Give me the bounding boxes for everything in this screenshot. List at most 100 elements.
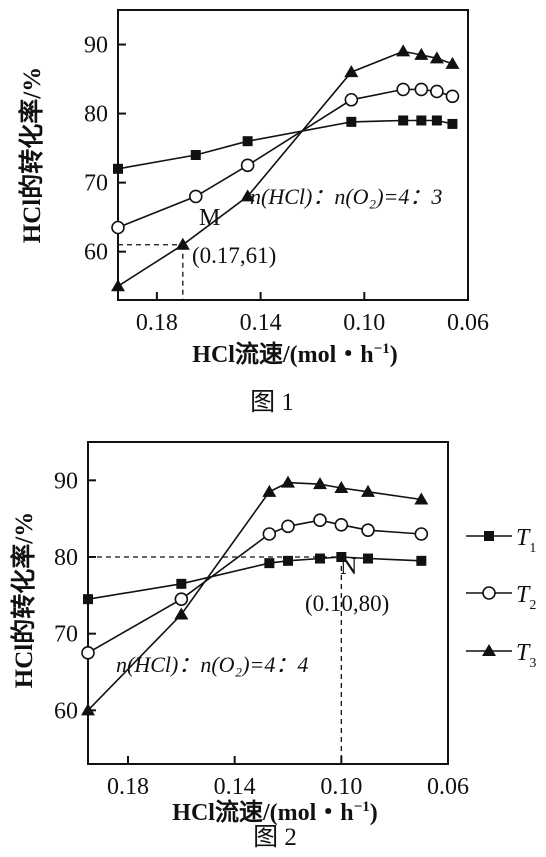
chart-2-series-t3-point-7 <box>414 492 429 505</box>
chart-1-series-t3-point-4 <box>396 44 411 57</box>
chart-2-y-tick-label-1: 70 <box>54 622 78 648</box>
chart-1-point-label: M <box>199 205 220 231</box>
chart-1-tick-labels: 0.18 0.14 0.10 0.06 60 70 80 90 <box>84 33 489 336</box>
chart-2-series-markers <box>81 475 429 716</box>
chart-2-series-t2-point-7 <box>414 527 429 541</box>
chart-1-series-t3-point-7 <box>445 56 460 69</box>
chart-2-series-t2-line <box>87 519 422 654</box>
chart-1-y-tick-label-2: 80 <box>84 102 108 128</box>
legend-t3-label-main: T <box>516 640 531 666</box>
chart-2-x-axis-label-end: ) <box>370 800 378 826</box>
chart-1-series-t1-point-6 <box>431 115 442 126</box>
chart-1-y-tick-label-1: 70 <box>84 171 108 197</box>
chart-1-y-tick-label-3: 90 <box>84 33 108 59</box>
chart-1-series-t2-point-5 <box>414 82 429 97</box>
chart-1-point-coord: (0.17,61) <box>192 243 276 268</box>
chart-2-caption: 图 2 <box>253 824 297 851</box>
chart-1-series-t3-point-6 <box>429 51 444 64</box>
chart-2-ratio-label: n(HCl)：n(O₂)=4：4 <box>116 652 308 677</box>
chart-1-series-t1-line <box>117 119 453 170</box>
chart-1-series-t1-point-7 <box>447 118 458 129</box>
chart-2-series-t1-point-6 <box>363 553 373 564</box>
chart-1-series-t2-point-2 <box>240 158 255 173</box>
chart-2-point-coord: (0.10,80) <box>305 591 389 616</box>
chart-2: 0.18 0.14 0.10 0.06 60 70 80 90 n(HCl)：n(O₂)=4：… <box>9 441 469 851</box>
legend-t3-label-sub: 3 <box>529 656 536 671</box>
chart-2-series-t3-point-3 <box>281 475 295 488</box>
chart-2-series-t2-point-4 <box>313 513 327 528</box>
legend-t1-label: T1 <box>516 525 536 556</box>
legend-item-t1: T1 <box>466 525 536 556</box>
chart-2-x-tick-label-0: 0.18 <box>107 774 149 800</box>
legend: T1 T2 T3 <box>466 525 536 671</box>
chart-2-series-t2-point-0 <box>81 646 95 660</box>
chart-2-x-tick-label-1: 0.14 <box>214 774 256 800</box>
chart-2-series-t3-point-1 <box>174 607 189 620</box>
chart-2-x-tick-label-2: 0.10 <box>320 774 362 800</box>
chart-1-series-t1-point-1 <box>190 150 201 160</box>
chart-2-guide-lines <box>88 556 342 764</box>
legend-t2-label-sub: 2 <box>529 598 536 613</box>
legend-t1-marker <box>484 531 494 541</box>
chart-2-series-t3-point-2 <box>262 484 277 497</box>
chart-2-tick-labels: 0.18 0.14 0.10 0.06 60 70 80 90 <box>54 468 469 800</box>
chart-2-y-axis-label: HCl的转化率/% <box>9 512 38 688</box>
chart-2-series-t2-point-6 <box>361 523 375 537</box>
chart-1-guide-lines <box>118 244 184 300</box>
chart-2-series-t3-point-5 <box>334 481 349 493</box>
chart-1-series-t2-point-3 <box>344 92 359 107</box>
chart-1-series-t1-point-2 <box>242 136 253 147</box>
chart-1-plot-frame <box>117 9 469 301</box>
legend-t1-label-main: T <box>516 525 531 551</box>
legend-t1-label-sub: 1 <box>529 541 536 556</box>
chart-1: 0.18 0.14 0.10 0.06 60 70 80 90 n(HCl)：n(O₂)=4：… <box>17 9 489 416</box>
chart-1-series-markers <box>111 44 460 292</box>
chart-2-x-tick-label-3: 0.06 <box>427 774 469 800</box>
chart-2-x-axis-label-main: HCl流速/(mol・h <box>172 799 353 826</box>
legend-item-t2: T2 <box>466 582 536 613</box>
chart-2-series-t1-point-4 <box>315 553 325 564</box>
chart-1-series-t1-point-5 <box>416 115 427 126</box>
chart-1-x-tick-label-3: 0.06 <box>447 310 489 336</box>
chart-1-x-tick-label-2: 0.10 <box>343 310 385 336</box>
chart-1-series-t2-point-7 <box>445 89 460 104</box>
legend-t2-marker <box>482 586 496 600</box>
chart-1-series-t3-point-3 <box>344 65 359 78</box>
chart-1-y-tick-label-0: 60 <box>84 240 108 266</box>
chart-2-series-t1-point-7 <box>416 555 427 566</box>
chart-1-series-t3-point-2 <box>240 189 255 202</box>
chart-2-series-t1-point-0 <box>83 594 93 605</box>
chart-1-series-t1-point-0 <box>113 163 123 174</box>
chart-1-series-t3-point-0 <box>111 279 125 292</box>
chart-1-caption: 图 1 <box>250 389 294 416</box>
chart-2-series-t2-point-5 <box>334 517 349 532</box>
chart-2-series-t2-point-2 <box>262 527 277 541</box>
chart-2-y-tick-label-2: 80 <box>54 545 78 571</box>
chart-1-x-axis-label-main: HCl流速/(mol・h <box>192 341 373 368</box>
chart-2-x-axis-label: HCl流速/(mol・h−1) <box>172 799 377 826</box>
chart-1-x-axis-label-end: ) <box>390 342 398 368</box>
chart-1-ticks <box>118 43 469 300</box>
chart-2-point-label: N <box>340 554 357 580</box>
chart-2-series-t2-point-3 <box>281 519 295 534</box>
chart-1-ratio-label: n(HCl)：n(O₂)=4：3 <box>250 184 442 209</box>
chart-1-x-tick-label-0: 0.18 <box>136 310 178 336</box>
chart-1-x-axis-label-sup: −1 <box>374 341 390 357</box>
legend-t2-label-main: T <box>516 582 531 608</box>
legend-t3-label: T3 <box>516 640 536 671</box>
legend-item-t3: T3 <box>466 640 536 671</box>
chart-1-series-t3-point-5 <box>414 47 429 60</box>
chart-1-series-t2-point-0 <box>111 220 125 235</box>
chart-2-series-t1-point-2 <box>264 558 275 569</box>
chart-2-series-t2-point-1 <box>174 592 189 606</box>
chart-2-x-axis-label-sup: −1 <box>354 799 370 815</box>
chart-1-series-t1-point-4 <box>398 115 409 126</box>
chart-2-series-t3-line <box>87 481 422 711</box>
chart-2-series-t3-point-0 <box>81 703 95 716</box>
chart-1-y-axis-label: HCl的转化率/% <box>17 67 46 243</box>
chart-1-series-t2-point-4 <box>396 82 410 97</box>
chart-2-series-t1-point-3 <box>283 555 293 566</box>
chart-2-series-t1-point-1 <box>176 578 187 589</box>
chart-1-series-t3-point-1 <box>175 237 190 250</box>
